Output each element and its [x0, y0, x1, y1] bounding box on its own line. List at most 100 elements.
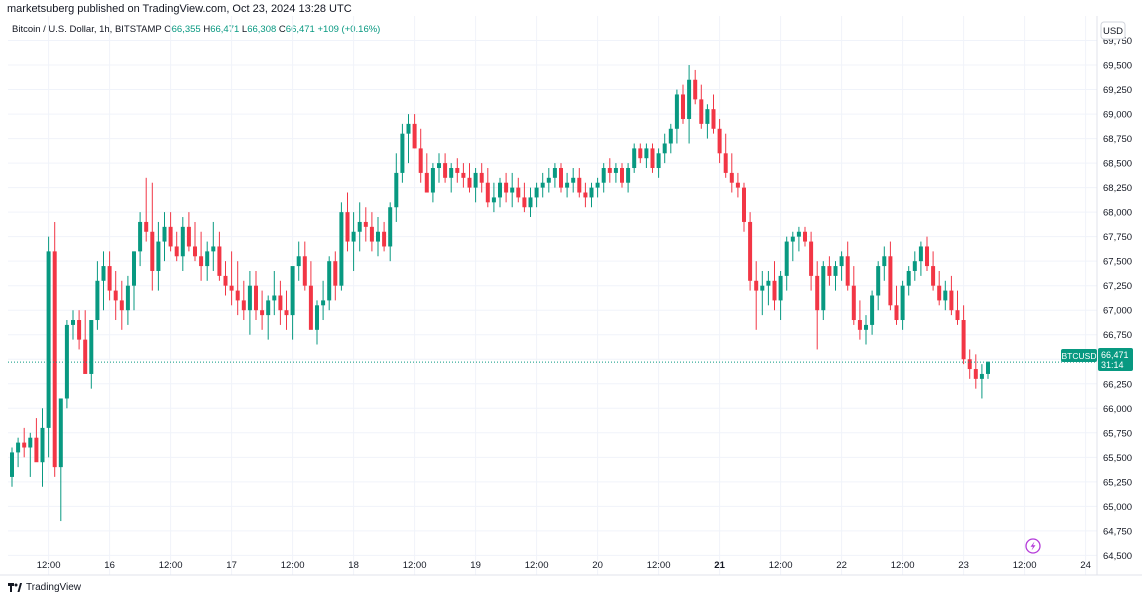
candles-layer: [10, 65, 990, 522]
candle-body: [64, 324, 69, 399]
candle-body: [504, 182, 509, 193]
grid-lines: [8, 16, 1097, 575]
currency-label[interactable]: USD: [1100, 21, 1126, 40]
candle-body: [851, 285, 856, 321]
candle-body: [821, 266, 826, 311]
candle-body: [437, 163, 441, 169]
candle-body: [827, 266, 832, 276]
candle-body: [278, 295, 283, 311]
candle-body: [388, 207, 393, 247]
candle-body: [742, 187, 746, 222]
candle-body: [748, 221, 753, 281]
candle-body: [394, 172, 399, 208]
candle-body: [28, 437, 33, 448]
candle-body: [229, 285, 234, 291]
candle-body: [272, 295, 277, 301]
candle-body: [973, 369, 978, 379]
candle-body: [656, 153, 661, 169]
candle-body: [40, 427, 45, 463]
price-tick-label: 64,500: [1103, 551, 1132, 562]
candle-body: [430, 168, 435, 193]
candle-body: [22, 442, 27, 448]
time-tick-label: 21: [714, 560, 725, 571]
time-tick-label: 19: [470, 560, 481, 571]
open-value: 66,355: [171, 24, 201, 35]
price-tick-label: 68,250: [1103, 183, 1132, 194]
candle-body: [138, 221, 143, 252]
price-tick-label: 66,000: [1103, 404, 1132, 415]
time-tick-label: 12:00: [1013, 560, 1037, 571]
candle-body: [864, 324, 868, 330]
candle-body: [815, 275, 820, 311]
candle-body: [546, 177, 551, 183]
candle-body: [912, 261, 917, 271]
candle-body: [144, 221, 149, 232]
candle-body: [260, 310, 265, 316]
candle-body: [717, 128, 722, 154]
candle-body: [632, 148, 637, 169]
ticker-badge: BTCUSD: [1061, 349, 1097, 362]
candle-body: [101, 266, 106, 281]
open-label: O: [164, 24, 172, 35]
time-tick-label: 12:00: [403, 560, 427, 571]
price-scale[interactable]: 64,500 64,750 65,000 65,250 65,500 65,750 66,0…: [1103, 36, 1132, 562]
candle-body: [77, 320, 82, 340]
candle-body: [638, 148, 643, 159]
time-tick-label: 18: [348, 560, 359, 571]
price-tick-label: 67,500: [1103, 257, 1132, 268]
candle-body: [10, 452, 14, 477]
price-tick-label: 65,750: [1103, 428, 1132, 439]
price-tick-label: 68,000: [1103, 208, 1132, 219]
price-tick-label: 65,000: [1103, 502, 1132, 513]
candle-body: [296, 256, 301, 267]
candle-body: [595, 182, 600, 188]
candle-body: [479, 172, 484, 183]
currency-text: USD: [1103, 26, 1123, 37]
candle-body: [583, 192, 588, 198]
symbol-name: Bitcoin / U.S. Dollar, 1h, BITSTAMP: [12, 24, 162, 35]
candle-body: [577, 177, 582, 193]
price-tick-label: 67,750: [1103, 232, 1132, 243]
candle-body: [308, 285, 313, 330]
price-tick-label: 65,500: [1103, 453, 1132, 464]
candle-body: [333, 261, 338, 286]
lightning-icon[interactable]: [1025, 538, 1041, 554]
candle-body: [174, 246, 179, 257]
candle-body: [193, 246, 197, 257]
candle-body: [424, 172, 429, 193]
candle-body: [644, 148, 649, 159]
time-tick-label: 12:00: [525, 560, 549, 571]
candle-body: [876, 266, 881, 296]
candle-body: [607, 168, 612, 173]
candle-body: [705, 109, 710, 124]
candle-body: [662, 143, 667, 154]
candle-body: [986, 362, 990, 374]
candle-body: [711, 109, 716, 129]
price-tick-label: 67,000: [1103, 306, 1132, 317]
candle-body: [400, 133, 405, 173]
candle-body: [809, 241, 814, 276]
candle-body: [772, 280, 777, 301]
time-scale[interactable]: 12:00 16 12:00 17 12:00 18 12:00 19 12:00 20 12:00…: [37, 560, 1091, 571]
candle-body: [345, 212, 350, 242]
candle-body: [461, 172, 466, 178]
candle-body: [967, 359, 972, 370]
time-tick-label: 12:00: [769, 560, 793, 571]
time-tick-label: 12:00: [159, 560, 183, 571]
candle-body: [406, 123, 411, 134]
candle-body: [559, 168, 563, 188]
candle-body: [498, 182, 502, 198]
candle-body: [796, 231, 801, 237]
candle-body: [613, 168, 618, 173]
candle-body: [315, 305, 319, 330]
candle-body: [790, 236, 795, 242]
candle-body: [186, 226, 191, 247]
candle-body: [150, 231, 155, 271]
high-value: 66,471: [210, 24, 240, 35]
price-tick-label: 69,750: [1103, 36, 1132, 47]
candle-body: [650, 148, 655, 169]
candle-body: [699, 99, 704, 124]
candle-body: [443, 163, 448, 178]
candle-body: [803, 231, 807, 242]
